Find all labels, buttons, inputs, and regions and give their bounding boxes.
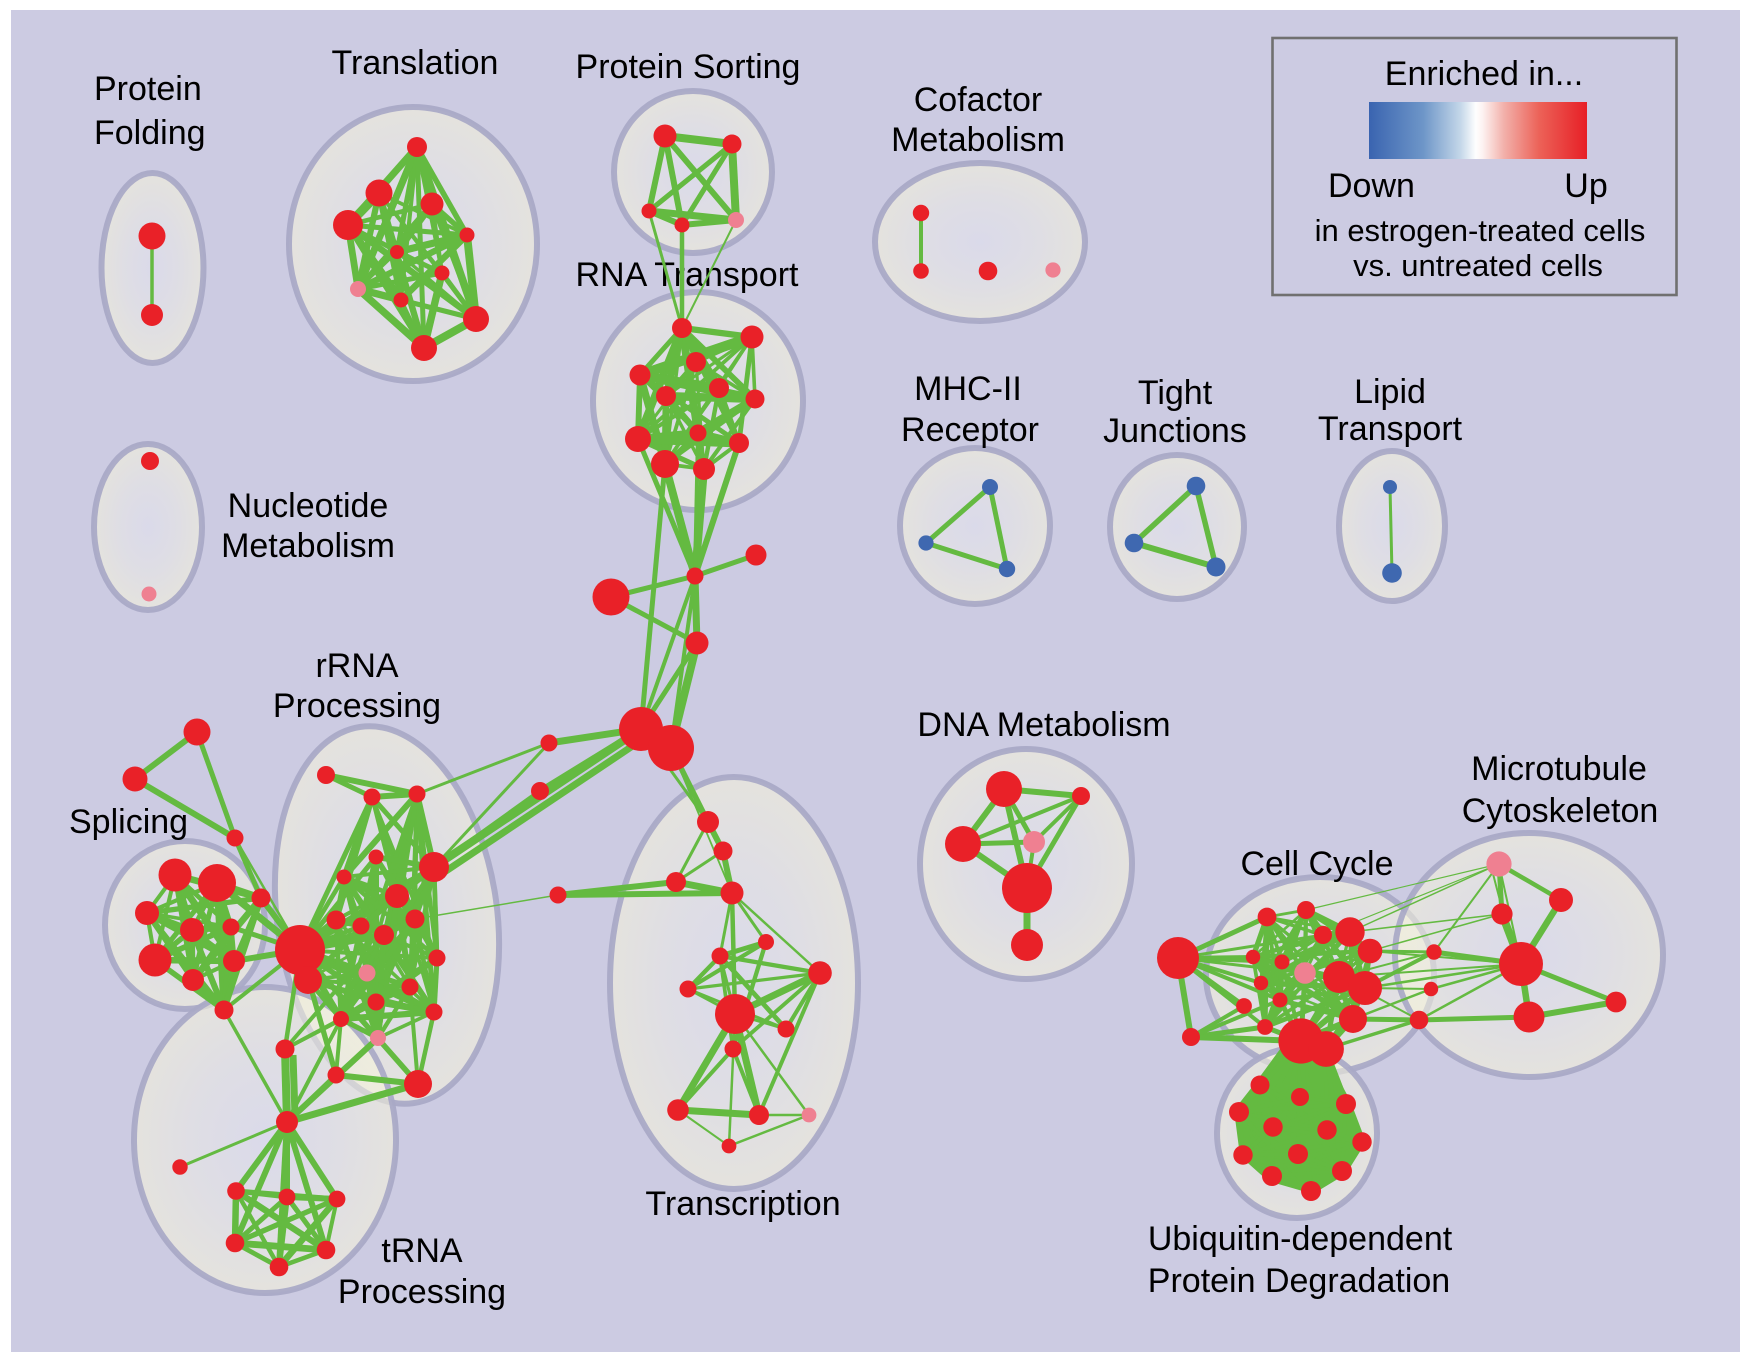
svg-text:Folding: Folding [94, 114, 206, 152]
svg-text:Protein Degradation: Protein Degradation [1148, 1262, 1450, 1300]
svg-text:in estrogen-treated cells: in estrogen-treated cells [1315, 213, 1646, 248]
svg-text:Tight: Tight [1138, 374, 1213, 412]
svg-text:Lipid: Lipid [1354, 373, 1426, 411]
svg-text:Junctions: Junctions [1103, 412, 1247, 450]
svg-text:Transcription: Transcription [645, 1185, 840, 1223]
svg-text:Cytoskeleton: Cytoskeleton [1462, 792, 1659, 830]
svg-text:Translation: Translation [332, 44, 499, 82]
svg-text:Cofactor: Cofactor [914, 81, 1043, 119]
svg-text:Transport: Transport [1318, 410, 1463, 448]
svg-text:Processing: Processing [273, 687, 441, 725]
svg-text:Cell Cycle: Cell Cycle [1240, 845, 1393, 883]
svg-text:Ubiquitin-dependent: Ubiquitin-dependent [1148, 1220, 1453, 1258]
svg-text:RNA Transport: RNA Transport [576, 256, 800, 294]
svg-text:Receptor: Receptor [901, 411, 1039, 449]
svg-text:Up: Up [1564, 167, 1607, 205]
svg-text:Enriched in...: Enriched in... [1385, 55, 1583, 93]
svg-text:MHC-II: MHC-II [914, 370, 1022, 408]
svg-text:Metabolism: Metabolism [221, 527, 395, 565]
svg-text:tRNA: tRNA [381, 1232, 463, 1270]
svg-text:Processing: Processing [338, 1273, 506, 1311]
svg-text:Metabolism: Metabolism [891, 121, 1065, 159]
svg-text:Protein: Protein [94, 70, 202, 108]
svg-text:Down: Down [1328, 167, 1415, 205]
svg-text:DNA Metabolism: DNA Metabolism [917, 706, 1170, 744]
svg-text:rRNA: rRNA [315, 647, 398, 685]
svg-text:Microtubule: Microtubule [1471, 750, 1647, 788]
svg-text:Protein Sorting: Protein Sorting [576, 48, 801, 86]
svg-text:Nucleotide: Nucleotide [228, 487, 389, 525]
svg-text:vs. untreated cells: vs. untreated cells [1353, 248, 1603, 283]
svg-text:Splicing: Splicing [69, 803, 188, 841]
